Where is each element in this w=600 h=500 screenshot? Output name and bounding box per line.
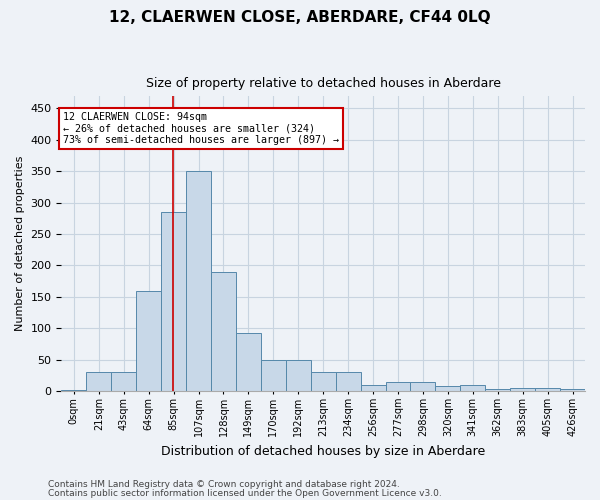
Bar: [261, 360, 286, 391]
Bar: [436, 386, 460, 391]
Bar: [236, 334, 261, 391]
Text: 12, CLAERWEN CLOSE, ABERDARE, CF44 0LQ: 12, CLAERWEN CLOSE, ABERDARE, CF44 0LQ: [109, 10, 491, 25]
Bar: [111, 372, 136, 391]
Bar: [460, 385, 485, 391]
Text: Contains public sector information licensed under the Open Government Licence v3: Contains public sector information licen…: [48, 489, 442, 498]
Bar: [510, 388, 535, 391]
Bar: [311, 372, 335, 391]
Bar: [211, 272, 236, 391]
Bar: [86, 372, 111, 391]
Bar: [161, 212, 186, 391]
Bar: [286, 360, 311, 391]
Bar: [361, 385, 386, 391]
Bar: [410, 382, 436, 391]
Title: Size of property relative to detached houses in Aberdare: Size of property relative to detached ho…: [146, 78, 501, 90]
Text: Contains HM Land Registry data © Crown copyright and database right 2024.: Contains HM Land Registry data © Crown c…: [48, 480, 400, 489]
Bar: [136, 290, 161, 391]
Bar: [61, 390, 86, 391]
Text: 12 CLAERWEN CLOSE: 94sqm
← 26% of detached houses are smaller (324)
73% of semi-: 12 CLAERWEN CLOSE: 94sqm ← 26% of detach…: [63, 112, 339, 144]
Bar: [386, 382, 410, 391]
Bar: [186, 171, 211, 391]
Bar: [535, 388, 560, 391]
X-axis label: Distribution of detached houses by size in Aberdare: Distribution of detached houses by size …: [161, 444, 485, 458]
Bar: [485, 389, 510, 391]
Bar: [560, 389, 585, 391]
Bar: [335, 372, 361, 391]
Y-axis label: Number of detached properties: Number of detached properties: [15, 156, 25, 331]
